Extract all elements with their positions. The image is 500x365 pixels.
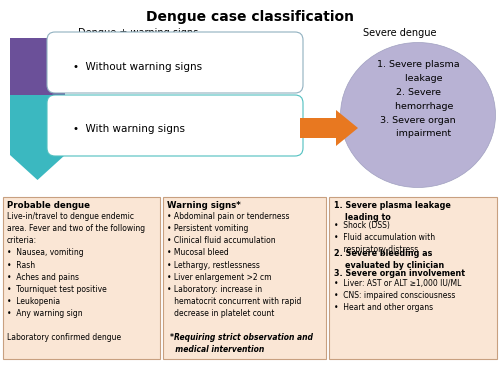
Text: •  Shock (DSS)
•  Fluid accumulation with
    respiratory distress: • Shock (DSS) • Fluid accumulation with … — [334, 221, 435, 254]
Text: Severe dengue: Severe dengue — [363, 28, 437, 38]
Text: Dengue ± warning signs: Dengue ± warning signs — [78, 28, 198, 38]
Text: Dengue case classification: Dengue case classification — [146, 10, 354, 24]
FancyBboxPatch shape — [163, 197, 326, 359]
Text: •  Liver: AST or ALT ≥1,000 IU/ML
•  CNS: impaired consciousness
•  Heart and ot: • Liver: AST or ALT ≥1,000 IU/ML • CNS: … — [334, 279, 462, 312]
Text: *Requiring strict observation and
  medical intervention: *Requiring strict observation and medica… — [170, 333, 313, 354]
Text: Live-in/travel to dengue endemic
area. Fever and two of the following
criteria:
: Live-in/travel to dengue endemic area. F… — [7, 212, 145, 342]
Text: •  With warning signs: • With warning signs — [73, 124, 185, 134]
Text: 2. Severe bleeding as
    evaluated by clinician: 2. Severe bleeding as evaluated by clini… — [334, 249, 444, 270]
Text: Warning signs*: Warning signs* — [167, 201, 241, 210]
FancyBboxPatch shape — [47, 32, 303, 93]
Polygon shape — [300, 110, 358, 146]
Text: 1. Severe plasma
    leakage
2. Severe
    hemorrhage
3. Severe organ
    impair: 1. Severe plasma leakage 2. Severe hemor… — [376, 60, 460, 138]
Ellipse shape — [340, 42, 496, 188]
Text: Probable dengue: Probable dengue — [7, 201, 90, 210]
FancyBboxPatch shape — [47, 95, 303, 156]
FancyBboxPatch shape — [329, 197, 497, 359]
Text: • Abdominal pain or tenderness
• Persistent vomiting
• Clinical fluid accumulati: • Abdominal pain or tenderness • Persist… — [167, 212, 302, 318]
FancyBboxPatch shape — [3, 197, 160, 359]
Polygon shape — [10, 38, 65, 140]
Text: 1. Severe plasma leakage
    leading to: 1. Severe plasma leakage leading to — [334, 201, 451, 222]
Text: 3. Severe organ involvement: 3. Severe organ involvement — [334, 269, 465, 278]
Text: •  Without warning signs: • Without warning signs — [73, 61, 202, 72]
Polygon shape — [10, 95, 65, 180]
